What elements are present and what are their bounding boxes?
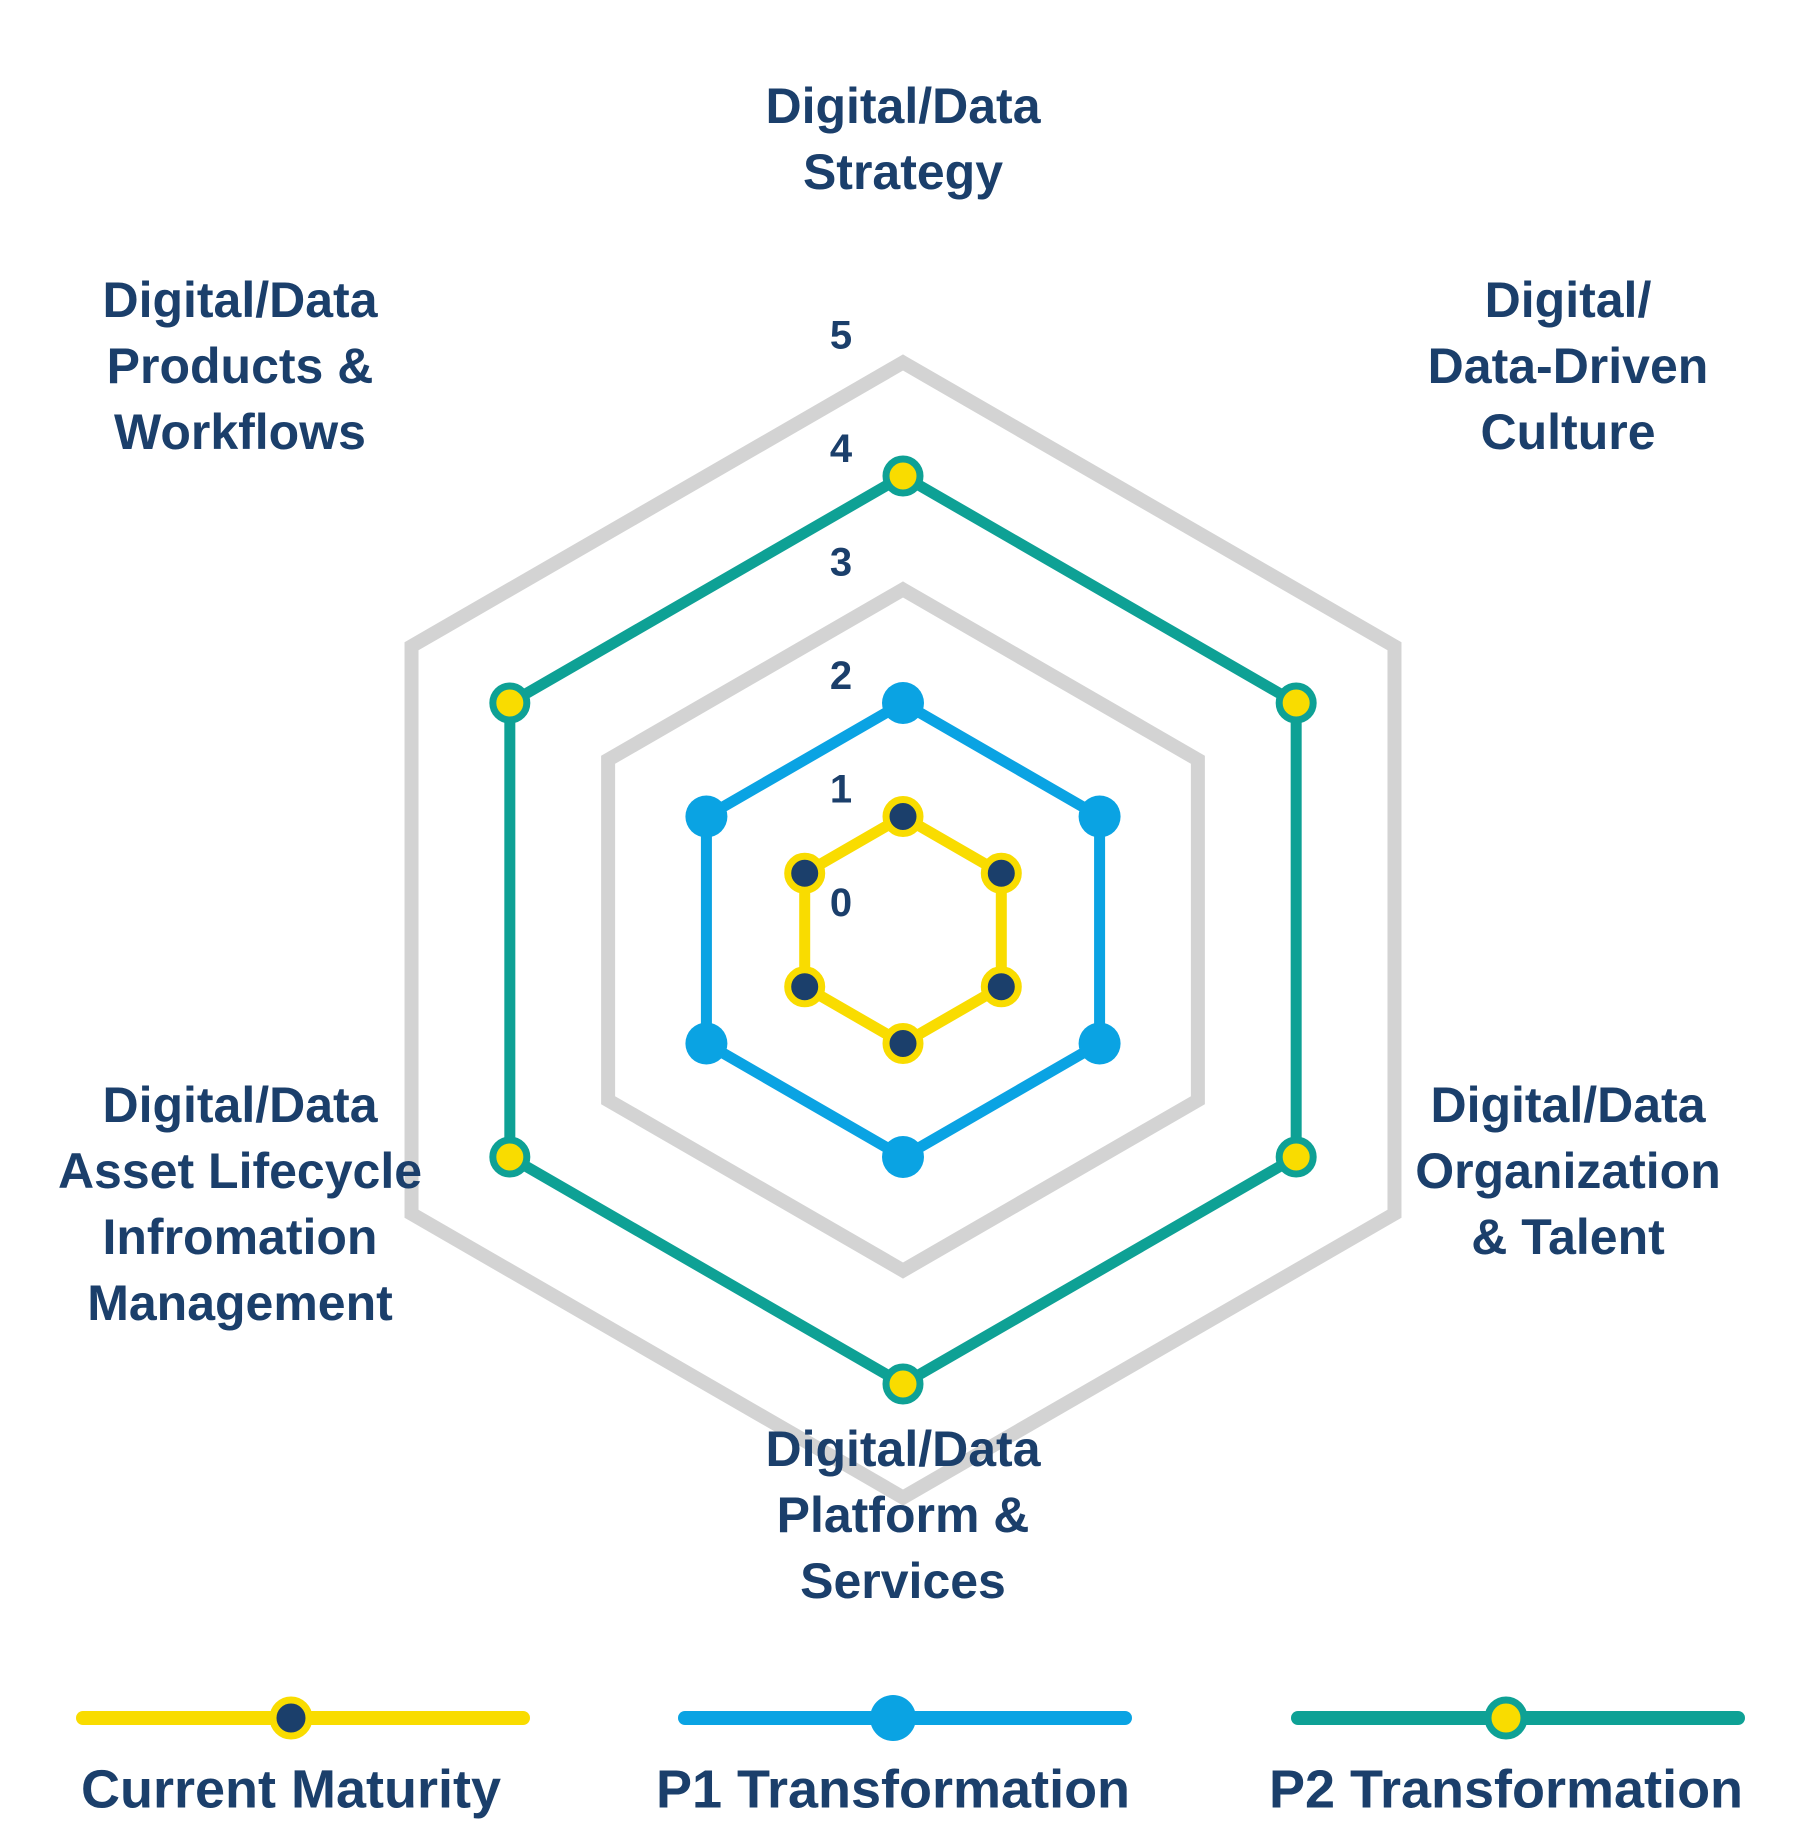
series-point (1078, 795, 1121, 838)
axis-label: Infromation (103, 1209, 378, 1265)
series-point (1275, 1136, 1317, 1178)
series-point (685, 1022, 728, 1065)
axis-label: Platform & (777, 1487, 1030, 1543)
series-point (882, 796, 924, 837)
legend: Current Maturity P1 Transformation P2 Tran… (76, 1695, 1745, 1819)
axis-label: Workflows (114, 404, 366, 460)
axis-label: Services (800, 1553, 1006, 1609)
tick-label: 2 (830, 654, 852, 698)
axis-labels: Digital/Data Strategy Digital/Data-Driven C… (58, 78, 1721, 1609)
series-point (882, 1363, 924, 1405)
tick-label: 3 (830, 541, 852, 585)
series-point (882, 1023, 924, 1064)
series-point (784, 852, 826, 894)
series-line-0 (799, 811, 1007, 1049)
legend-swatch-marker (1484, 1696, 1528, 1740)
series-point (1275, 682, 1317, 724)
tick-label: 0 (830, 881, 852, 925)
grid-ring-3 (601, 581, 1205, 1279)
series-point (980, 966, 1022, 1008)
axis-label: Organization (1415, 1143, 1721, 1199)
legend-swatch-marker (870, 1695, 916, 1741)
tick-label: 1 (830, 768, 852, 812)
tick-label: 5 (830, 314, 852, 358)
axis-label: Products & (107, 338, 374, 394)
axis-label: Digital/Data (765, 78, 1041, 134)
grid-ring-5 (404, 354, 1402, 1506)
series-line-1 (700, 697, 1106, 1163)
axis-label: Culture (1481, 404, 1656, 460)
legend-label: P1 Transformation (656, 1759, 1130, 1819)
axis-label: Strategy (803, 144, 1003, 200)
axis-label: Digital/Data (1430, 1077, 1706, 1133)
grid-rings (404, 354, 1402, 1506)
axis-label: & Talent (1471, 1209, 1665, 1265)
legend-label: Current Maturity (81, 1759, 501, 1819)
legend-label: P2 Transformation (1269, 1759, 1743, 1819)
series-point (489, 1136, 531, 1178)
axis-label: Digital/Data (102, 272, 378, 328)
axis-label: Management (87, 1275, 393, 1331)
axis-label: Data-Driven (1428, 338, 1709, 394)
tick-label: 4 (830, 427, 853, 471)
tick-labels: 0 1 2 3 4 5 (830, 314, 853, 926)
series-point (882, 1136, 924, 1178)
axis-label: Digital/Data (765, 1421, 1041, 1477)
series-point (980, 852, 1022, 894)
series-layer (489, 455, 1317, 1405)
series-point (685, 795, 728, 838)
series-point (489, 682, 531, 724)
series-line-2 (504, 470, 1302, 1390)
series-point (1078, 1022, 1121, 1065)
series-point (882, 455, 924, 497)
axis-label: Digital/ (1485, 272, 1652, 328)
axis-label: Digital/Data (102, 1077, 378, 1133)
legend-swatch-marker (269, 1696, 313, 1740)
series-point (882, 682, 924, 724)
series-point (784, 966, 826, 1008)
axis-label: Asset Lifecycle (58, 1143, 422, 1199)
